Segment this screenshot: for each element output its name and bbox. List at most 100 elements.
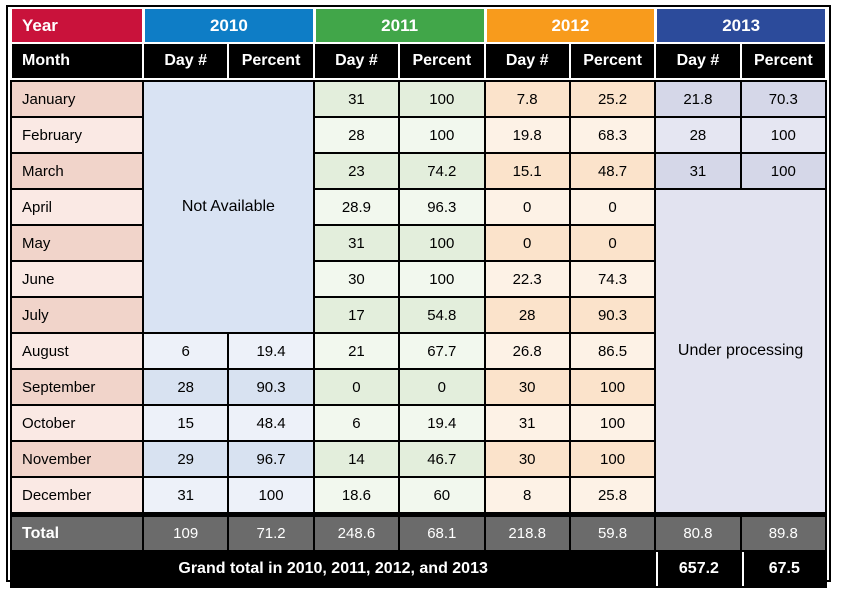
value-cell: 0	[485, 226, 569, 260]
value-cell: 7.8	[485, 82, 569, 116]
under-processing-merged-cell: Under processing	[656, 190, 825, 512]
grand-total-value: 657.2	[656, 552, 740, 586]
value-cell: 19.4	[400, 406, 484, 440]
value-cell: 26.8	[485, 334, 569, 368]
value-cell: 0	[314, 370, 399, 404]
value-cell: 96.3	[400, 190, 484, 224]
value-cell: 25.8	[570, 478, 655, 512]
value-cell: 15.1	[485, 154, 569, 188]
value-cell: 28	[314, 118, 399, 152]
value-cell: 0	[485, 190, 569, 224]
value-cell: 31	[314, 82, 399, 116]
value-cell: 28	[656, 118, 740, 152]
percent-header-2013: Percent	[741, 44, 825, 78]
month-cell: September	[12, 370, 142, 404]
value-cell: 100	[741, 154, 825, 188]
not-available-merged-cell: Not Available	[144, 82, 313, 332]
value-cell: 15	[144, 406, 228, 440]
value-cell: 23	[314, 154, 399, 188]
value-cell: 19.8	[485, 118, 569, 152]
month-column-header: Month	[12, 44, 142, 78]
value-cell: 67.7	[400, 334, 484, 368]
total-value: 109	[144, 517, 228, 550]
percent-header-2010: Percent	[229, 44, 313, 78]
table-body: Not Available Under processing January 3…	[10, 80, 827, 514]
value-cell: 100	[741, 118, 825, 152]
column-header-row: Month Day # Percent Day # Percent Day # …	[10, 44, 827, 78]
value-cell: 14	[314, 442, 399, 476]
value-cell: 28	[144, 370, 228, 404]
value-cell: 25.2	[570, 82, 655, 116]
value-cell: 48.4	[229, 406, 313, 440]
value-cell: 31	[144, 478, 228, 512]
month-cell: July	[12, 298, 142, 332]
month-cell: March	[12, 154, 142, 188]
value-cell: 31	[485, 406, 569, 440]
value-cell: 100	[570, 406, 655, 440]
year-header-row: Year 2010 2011 2012 2013	[10, 9, 827, 42]
month-cell: April	[12, 190, 142, 224]
total-value: 248.6	[314, 517, 399, 550]
value-cell: 28.9	[314, 190, 399, 224]
month-cell: October	[12, 406, 142, 440]
total-row: Total 109 71.2 248.6 68.1 218.8 59.8 80.…	[10, 514, 827, 552]
value-cell: 29	[144, 442, 228, 476]
value-cell: 0	[570, 226, 655, 260]
value-cell: 17	[314, 298, 399, 332]
monthly-data-table: Year 2010 2011 2012 2013 Month Day # Per…	[6, 5, 831, 588]
month-cell: August	[12, 334, 142, 368]
value-cell: 30	[485, 370, 569, 404]
grand-total-row: Grand total in 2010, 2011, 2012, and 201…	[10, 552, 827, 588]
value-cell: 0	[400, 370, 484, 404]
total-value: 68.1	[400, 517, 484, 550]
month-cell: January	[12, 82, 142, 116]
value-cell: 30	[485, 442, 569, 476]
value-cell: 21.8	[656, 82, 740, 116]
value-cell: 19.4	[229, 334, 313, 368]
total-value: 71.2	[229, 517, 313, 550]
value-cell: 100	[570, 442, 655, 476]
value-cell: 70.3	[741, 82, 825, 116]
day-header-2010: Day #	[144, 44, 228, 78]
grand-total-label: Grand total in 2010, 2011, 2012, and 201…	[12, 552, 655, 586]
value-cell: 90.3	[570, 298, 655, 332]
value-cell: 74.2	[400, 154, 484, 188]
grand-total-value: 67.5	[741, 552, 825, 586]
total-value: 89.8	[741, 517, 825, 550]
day-header-2013: Day #	[656, 44, 740, 78]
value-cell: 8	[485, 478, 569, 512]
value-cell: 28	[485, 298, 569, 332]
value-cell: 100	[229, 478, 313, 512]
month-cell: November	[12, 442, 142, 476]
year-header-2013: 2013	[657, 9, 825, 42]
value-cell: 96.7	[229, 442, 313, 476]
year-header-label: Year	[12, 9, 142, 42]
value-cell: 31	[314, 226, 399, 260]
day-header-2011: Day #	[314, 44, 399, 78]
value-cell: 46.7	[400, 442, 484, 476]
total-value: 59.8	[570, 517, 655, 550]
total-value: 218.8	[485, 517, 569, 550]
value-cell: 74.3	[570, 262, 655, 296]
value-cell: 6	[144, 334, 228, 368]
value-cell: 90.3	[229, 370, 313, 404]
value-cell: 100	[400, 118, 484, 152]
month-cell: May	[12, 226, 142, 260]
value-cell: 21	[314, 334, 399, 368]
percent-header-2011: Percent	[400, 44, 484, 78]
percent-header-2012: Percent	[570, 44, 655, 78]
value-cell: 31	[656, 154, 740, 188]
value-cell: 22.3	[485, 262, 569, 296]
value-cell: 100	[400, 262, 484, 296]
month-cell: June	[12, 262, 142, 296]
day-header-2012: Day #	[485, 44, 569, 78]
total-value: 80.8	[656, 517, 740, 550]
total-label: Total	[12, 517, 142, 550]
value-cell: 86.5	[570, 334, 655, 368]
value-cell: 48.7	[570, 154, 655, 188]
value-cell: 6	[314, 406, 399, 440]
value-cell: 0	[570, 190, 655, 224]
value-cell: 68.3	[570, 118, 655, 152]
year-header-2012: 2012	[486, 9, 655, 42]
